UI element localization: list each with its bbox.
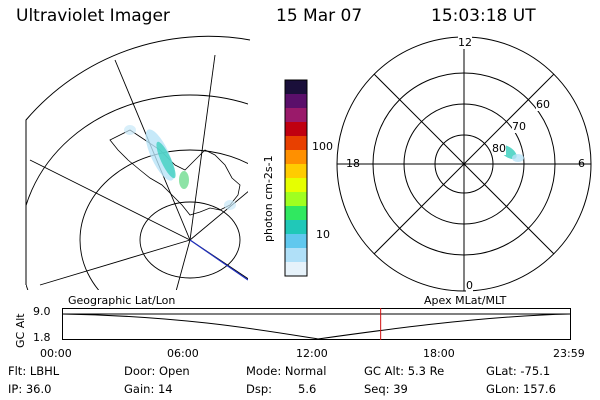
colorbar-step: [285, 122, 307, 137]
meridian-line: [189, 54, 216, 241]
orbit-track: [189, 239, 248, 281]
gain-info: Gain: 14: [124, 382, 173, 396]
geographic-map: [25, 35, 251, 291]
colorbar-tick-100: 100: [312, 140, 333, 153]
aurora-emission: [124, 125, 236, 210]
latitude-circle: [79, 149, 248, 291]
colorbar-step: [285, 80, 307, 95]
geo-longitude: GLon: 157.6: [486, 382, 556, 396]
x-tick-1200: 12:00: [296, 347, 328, 360]
timeline-right-title: Apex MLat/MLT: [424, 294, 507, 307]
colorbar-step: [285, 178, 307, 193]
altitude-timeline: [62, 308, 571, 340]
colorbar-step: [285, 136, 307, 151]
colorbar-step: [285, 94, 307, 109]
altitude-curve: [62, 313, 571, 340]
lat-label-70: 70: [512, 120, 526, 133]
timeline-axis-label: GC Alt: [14, 313, 27, 348]
dsp-label: Dsp:: [246, 382, 273, 396]
colorbar-step: [285, 164, 307, 179]
colorbar-unit-label: photon cm-2s-1: [262, 155, 275, 242]
mlt-label-12: 12: [458, 36, 472, 49]
colorbar-frame: [284, 79, 308, 277]
lat-label-60: 60: [536, 98, 550, 111]
geo-latitude: GLat: -75.1: [486, 364, 551, 378]
latitude-circle: [139, 201, 241, 279]
ip-info: IP: 36.0: [8, 382, 52, 396]
mlt-label-6: 6: [578, 157, 585, 170]
colorbar-step: [285, 108, 307, 123]
meridian-line: [39, 239, 191, 286]
timeline-y-top: 9.0: [33, 305, 51, 318]
mlt-label-0: 0: [466, 279, 473, 292]
x-tick-1800: 18:00: [423, 347, 455, 360]
colorbar-step: [285, 234, 307, 249]
sequence-info: Seq: 39: [364, 382, 408, 396]
meridian-line: [174, 239, 191, 291]
colorbar-tick-10: 10: [316, 228, 330, 241]
colorbar-step: [285, 262, 307, 277]
meridian-line: [189, 189, 248, 241]
x-tick-0600: 06:00: [167, 347, 199, 360]
mode-info: Mode: Normal: [246, 364, 327, 378]
colorbar-step: [285, 248, 307, 263]
mlt-label-18: 18: [346, 157, 360, 170]
filter-info: Flt: LBHL: [8, 364, 60, 378]
polar-aurora-emission: [512, 154, 524, 162]
colorbar-step: [285, 192, 307, 207]
polar-axis-diagonal: [373, 73, 555, 255]
timeline-y-bottom: 1.8: [33, 331, 51, 344]
app-title: Ultraviolet Imager: [16, 6, 170, 26]
meridian-line: [29, 159, 191, 241]
colorbar: [284, 79, 308, 277]
gc-altitude: GC Alt: 5.3 Re: [364, 364, 445, 378]
door-status: Door: Open: [124, 364, 190, 378]
colorbar-step: [285, 150, 307, 165]
x-tick-2359: 23:59: [553, 347, 585, 360]
timeline-frame: [62, 308, 571, 340]
map-limb-outer: [25, 35, 251, 285]
x-tick-0000: 00:00: [40, 347, 72, 360]
colorbar-step: [285, 220, 307, 235]
colorbar-step: [285, 206, 307, 221]
coastline: [109, 129, 241, 216]
timeline-left-title: Geographic Lat/Lon: [68, 294, 176, 307]
lat-label-80: 80: [492, 142, 506, 155]
date-label: 15 Mar 07: [276, 6, 363, 26]
dsp-value: 5.6: [298, 382, 317, 396]
polar-plot: [336, 36, 592, 292]
time-label: 15:03:18 UT: [431, 6, 536, 26]
latitude-circle: [26, 94, 248, 291]
